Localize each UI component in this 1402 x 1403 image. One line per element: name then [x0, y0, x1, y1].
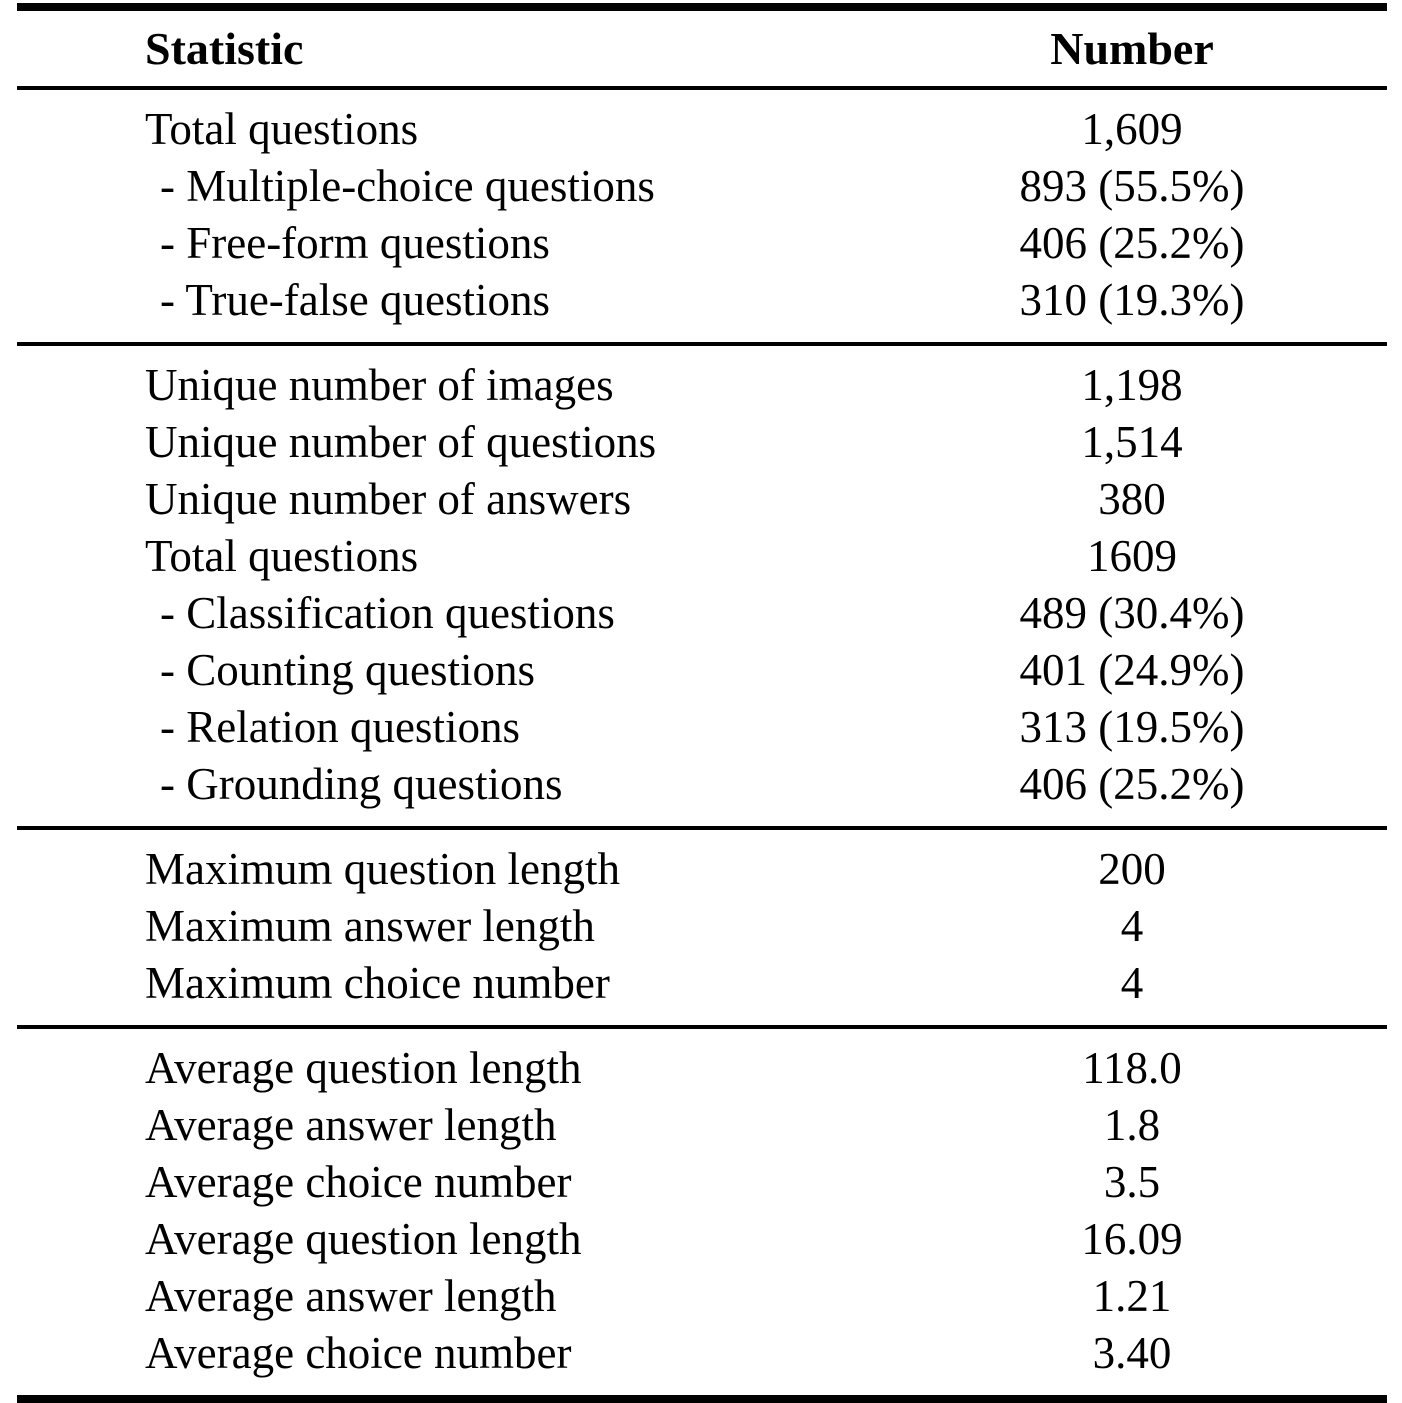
- statistic-label: - Grounding questions: [160, 759, 563, 809]
- statistic-value: 118.0: [1082, 1043, 1182, 1093]
- statistic-value: 1,609: [1081, 104, 1183, 154]
- statistic-value: 1,198: [1081, 360, 1183, 410]
- statistic-value: 1.21: [1092, 1271, 1172, 1321]
- table-header-row: Statistic Number: [17, 11, 1387, 86]
- statistic-label: Average choice number: [145, 1328, 572, 1378]
- statistic-label: Maximum answer length: [145, 901, 595, 951]
- table-section: Maximum question length 200 Maximum answer…: [17, 830, 1387, 1025]
- table-row: Average answer length 1.8: [17, 1097, 1387, 1154]
- statistic-value: 3.40: [1092, 1328, 1172, 1378]
- table-row: Total questions 1609: [17, 528, 1387, 585]
- header-rule: [17, 86, 1387, 90]
- table-row: Average answer length 1.21: [17, 1268, 1387, 1325]
- table-row: - Multiple-choice questions 893 (55.5%): [17, 158, 1387, 215]
- table-section: Total questions 1,609- Multiple-choice qu…: [17, 90, 1387, 342]
- column-header-statistic: Statistic: [145, 23, 304, 74]
- statistic-label: - Counting questions: [160, 645, 536, 695]
- statistic-label: Maximum question length: [145, 844, 620, 894]
- section-divider-rule: [17, 342, 1387, 346]
- statistic-value: 1609: [1087, 531, 1177, 581]
- statistic-label: - Classification questions: [160, 588, 615, 638]
- table-row: Unique number of answers 380: [17, 471, 1387, 528]
- statistic-label: Average answer length: [145, 1271, 557, 1321]
- table-row: - Grounding questions 406 (25.2%): [17, 756, 1387, 813]
- statistic-label: - Relation questions: [160, 702, 520, 752]
- statistic-value: 893 (55.5%): [1019, 161, 1245, 211]
- table-row: Average question length 16.09: [17, 1211, 1387, 1268]
- table-row: Maximum question length 200: [17, 841, 1387, 898]
- statistic-label: Unique number of answers: [145, 474, 632, 524]
- table-row: - True-false questions 310 (19.3%): [17, 272, 1387, 329]
- statistic-label: Average choice number: [145, 1157, 572, 1207]
- table-row: Unique number of images 1,198: [17, 357, 1387, 414]
- table-row: - Counting questions 401 (24.9%): [17, 642, 1387, 699]
- statistic-value: 310 (19.3%): [1019, 275, 1245, 325]
- statistic-label: - Multiple-choice questions: [160, 161, 655, 211]
- statistic-label: - True-false questions: [160, 275, 550, 325]
- table-row: Total questions 1,609: [17, 101, 1387, 158]
- bottom-rule: [17, 1395, 1387, 1403]
- statistic-value: 406 (25.2%): [1019, 218, 1245, 268]
- statistic-value: 380: [1098, 474, 1166, 524]
- statistic-value: 1,514: [1081, 417, 1183, 467]
- column-header-number: Number: [1050, 23, 1214, 74]
- table-row: Unique number of questions 1,514: [17, 414, 1387, 471]
- statistic-value: 406 (25.2%): [1019, 759, 1245, 809]
- statistic-label: Maximum choice number: [145, 958, 610, 1008]
- statistic-value: 401 (24.9%): [1019, 645, 1245, 695]
- statistic-label: Total questions: [145, 104, 419, 154]
- section-divider-rule: [17, 826, 1387, 830]
- statistic-label: Total questions: [145, 531, 419, 581]
- statistic-value: 200: [1098, 844, 1166, 894]
- statistic-label: Unique number of questions: [145, 417, 657, 467]
- table-body: Total questions 1,609- Multiple-choice qu…: [17, 90, 1387, 1395]
- statistic-label: Average question length: [145, 1214, 582, 1264]
- statistic-label: Unique number of images: [145, 360, 614, 410]
- table-row: Average choice number 3.40: [17, 1325, 1387, 1382]
- statistic-value: 489 (30.4%): [1019, 588, 1245, 638]
- table-section: Unique number of images 1,198 Unique numbe…: [17, 346, 1387, 826]
- statistic-value: 4: [1120, 958, 1144, 1008]
- statistic-label: Average answer length: [145, 1100, 557, 1150]
- statistic-value: 1.8: [1103, 1100, 1161, 1150]
- table-row: Average question length 118.0: [17, 1040, 1387, 1097]
- statistic-label: Average question length: [145, 1043, 582, 1093]
- section-divider-rule: [17, 1025, 1387, 1029]
- table-row: Maximum choice number 4: [17, 955, 1387, 1012]
- statistic-value: 4: [1120, 901, 1144, 951]
- table-row: - Relation questions 313 (19.5%): [17, 699, 1387, 756]
- statistic-value: 3.5: [1103, 1157, 1161, 1207]
- statistic-value: 313 (19.5%): [1019, 702, 1245, 752]
- table-row: Maximum answer length 4: [17, 898, 1387, 955]
- statistic-label: - Free-form questions: [160, 218, 550, 268]
- statistic-value: 16.09: [1081, 1214, 1183, 1264]
- table-row: - Classification questions 489 (30.4%): [17, 585, 1387, 642]
- table-section: Average question length 118.0 Average answ…: [17, 1029, 1387, 1395]
- table-row: Average choice number 3.5: [17, 1154, 1387, 1211]
- table-row: - Free-form questions 406 (25.2%): [17, 215, 1387, 272]
- top-rule: [17, 3, 1387, 11]
